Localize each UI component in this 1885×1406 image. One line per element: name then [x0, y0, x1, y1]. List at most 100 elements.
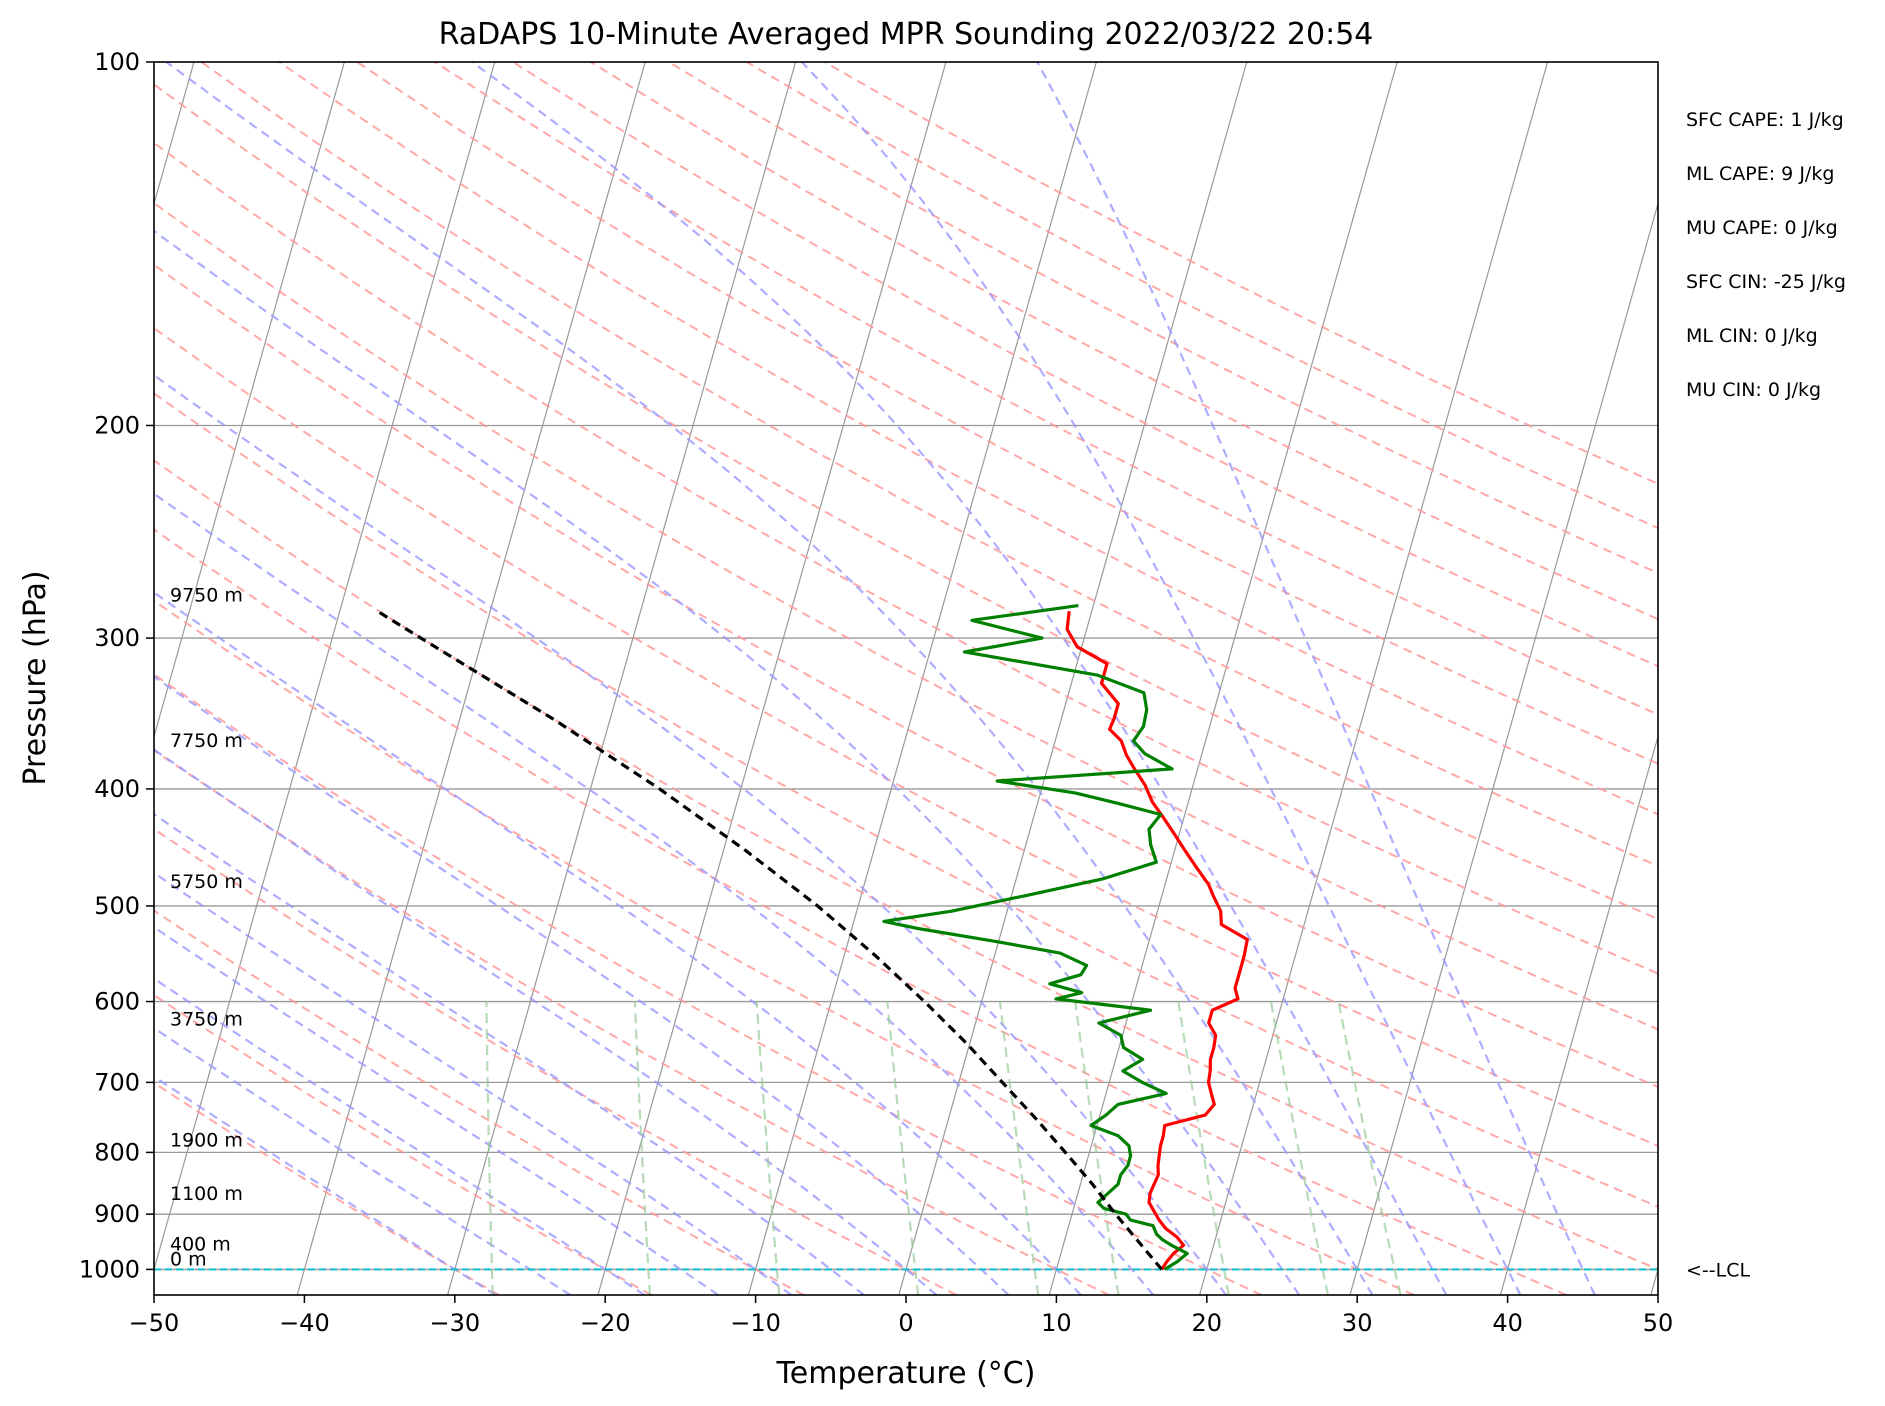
dry-adiabat [824, 62, 1658, 485]
moist-adiabat [1036, 62, 1596, 1295]
height-label: 1100 m [170, 1183, 243, 1205]
temperature-line [1065, 611, 1249, 1271]
background-lines [154, 62, 1885, 1295]
sounding-series [376, 604, 1249, 1271]
mixing-ratio-line [755, 1001, 781, 1295]
y-tick-label: 900 [94, 1200, 140, 1228]
isotherm-line [1650, 1267, 1658, 1295]
dry-adiabat [154, 201, 1658, 1031]
isotherm-line [1801, 62, 1885, 1295]
dry-adiabat [154, 459, 1658, 1271]
x-tick-label: 40 [1492, 1309, 1523, 1337]
y-tick-label: 200 [94, 411, 140, 439]
dry-adiabat [512, 62, 1658, 668]
isotherm-line [898, 62, 1248, 1295]
x-tick-label: −40 [279, 1309, 330, 1337]
dry-adiabat [154, 599, 1415, 1295]
dry-adiabat [200, 62, 1658, 868]
x-axis-label: Temperature (°C) [776, 1356, 1036, 1391]
dry-adiabat [590, 62, 1658, 621]
stability-index-text: MU CAPE: 0 J/kg [1686, 217, 1838, 239]
x-tick-label: −50 [129, 1309, 180, 1337]
mixing-ratio-line [485, 1001, 494, 1295]
dry-adiabat [668, 62, 1658, 575]
y-tick-label: 600 [94, 988, 140, 1016]
dry-adiabat [154, 141, 1658, 975]
dry-adiabat [154, 993, 652, 1295]
mixing-ratio-line [1074, 1001, 1120, 1295]
moist-adiabat [154, 373, 1227, 1295]
height-label: 400 m [170, 1234, 231, 1256]
dry-adiabat [154, 528, 1567, 1295]
dry-adiabat [154, 1081, 500, 1295]
mixing-ratio-line [998, 1001, 1040, 1295]
height-label: 7750 m [170, 730, 243, 752]
parcel-line [376, 609, 1163, 1271]
moist-adiabat [165, 62, 1374, 1295]
x-tick-label: 30 [1342, 1309, 1373, 1337]
moist-adiabat [154, 675, 1010, 1295]
dry-adiabat [154, 749, 1110, 1295]
stability-index-text: ML CIN: 0 J/kg [1686, 325, 1818, 347]
y-tick-label: 100 [94, 48, 140, 76]
x-tick-label: 10 [1041, 1309, 1072, 1337]
x-tick-label: 50 [1643, 1309, 1674, 1337]
dry-adiabat [434, 62, 1658, 716]
y-tick-label: 500 [94, 892, 140, 920]
x-tick-label: 20 [1192, 1309, 1223, 1337]
moist-adiabat [154, 492, 1155, 1295]
stability-index-text: SFC CAPE: 1 J/kg [1686, 109, 1844, 131]
dewpoint-line [882, 604, 1189, 1271]
isotherm-line [597, 62, 947, 1295]
lcl-label: <--LCL [1686, 1259, 1750, 1281]
moist-adiabat [471, 62, 1448, 1295]
height-label: 5750 m [170, 871, 243, 893]
x-tick-label: −10 [730, 1309, 781, 1337]
dry-adiabat [154, 909, 805, 1295]
mixing-ratio-line [1269, 1001, 1330, 1295]
isotherm-line [1199, 62, 1549, 1295]
dry-adiabat [154, 392, 1658, 1208]
chart-title: RaDAPS 10-Minute Averaged MPR Sounding 2… [439, 17, 1374, 52]
isotherm-line [154, 62, 496, 1272]
x-tick-label: −30 [429, 1309, 480, 1337]
height-label: 1900 m [170, 1129, 243, 1151]
isotherm-line [1048, 62, 1398, 1295]
mixing-ratio-line [886, 1001, 920, 1295]
y-tick-label: 400 [94, 775, 140, 803]
dry-adiabat [278, 62, 1658, 816]
x-tick-label: 0 [898, 1309, 913, 1337]
height-label: 0 m [170, 1248, 207, 1270]
isotherm-line [154, 62, 345, 739]
mixing-ratio-line [633, 1001, 651, 1295]
height-label: 9750 m [170, 585, 243, 607]
height-label: 3750 m [170, 1009, 243, 1031]
stability-index-text: MU CIN: 0 J/kg [1686, 379, 1822, 401]
moist-adiabat [154, 977, 646, 1295]
isotherm-line [1499, 734, 1658, 1295]
isotherm-line [447, 62, 797, 1295]
moist-adiabat [154, 748, 938, 1295]
moist-adiabat [154, 812, 865, 1295]
y-tick-label: 700 [94, 1068, 140, 1096]
mixing-ratio-line [1177, 1001, 1230, 1295]
dry-adiabat [154, 326, 1658, 1148]
x-tick-label: −20 [580, 1309, 631, 1337]
dry-adiabat [154, 827, 957, 1295]
moist-adiabat [154, 925, 719, 1295]
y-axis-label: Pressure (hPa) [18, 570, 53, 785]
moist-adiabat [154, 1075, 497, 1295]
y-tick-label: 800 [94, 1138, 140, 1166]
axes: −50 −40 −30 −20 −10 0 10 20 30 40 50 1000 900 800 700 6… [79, 48, 1751, 1337]
isotherm-line [1349, 201, 1658, 1295]
y-tick-label: 300 [94, 624, 140, 652]
y-tick-label: 1000 [79, 1255, 140, 1283]
dry-adiabat [154, 83, 1658, 921]
isotherm-line [296, 62, 646, 1295]
dry-adiabat [154, 263, 1658, 1088]
moist-adiabat [154, 591, 1082, 1295]
stability-index-text: ML CAPE: 9 J/kg [1686, 163, 1835, 185]
dry-adiabat [154, 673, 1262, 1295]
mixing-ratio-line [1337, 1001, 1402, 1295]
